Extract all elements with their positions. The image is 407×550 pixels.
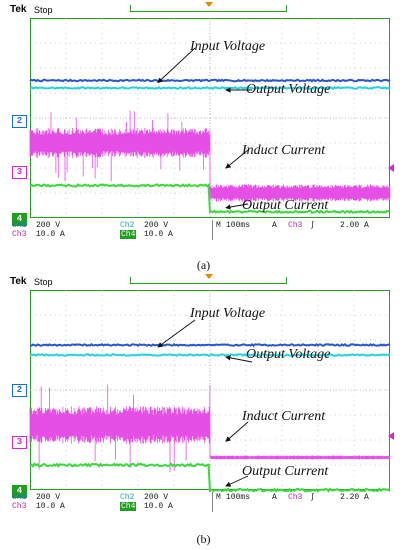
ch1-label: Ch1: [12, 493, 27, 502]
trace-output-current: [29, 183, 391, 215]
trigger-position-icon: [205, 2, 213, 7]
annotation-arrow: [225, 475, 249, 487]
annotation-arrow: [157, 47, 196, 84]
ch2-scale: 200 V: [144, 221, 169, 230]
annotation-arrow: [157, 319, 196, 348]
trace-input-voltage: [29, 342, 391, 348]
brand-label: Tek: [10, 276, 27, 287]
acquisition-state: Stop: [34, 277, 53, 287]
series-induct-current: [29, 384, 391, 473]
annotation-induct-current: Induct Current: [242, 143, 326, 158]
series-output-voltage: [29, 86, 391, 90]
timebase-value: 100ms: [226, 493, 251, 502]
series-induct-current: [29, 110, 391, 202]
channel-4-marker: 4: [12, 213, 27, 226]
panel-label-a: (a): [196, 258, 211, 272]
trigger-level-icon: [388, 164, 394, 172]
record-window-indicator: [130, 5, 287, 12]
trigger-level: 2.00 A: [340, 221, 369, 230]
trigger-slope-icon: ∫: [310, 493, 315, 502]
trace-induct-current: [29, 110, 391, 202]
trigger-position-icon: [205, 274, 213, 279]
ch3-label: Ch3: [12, 502, 27, 511]
trigger-mode: A: [272, 221, 277, 230]
trigger-source: Ch3: [288, 221, 303, 230]
panel-label-b: (b): [196, 532, 211, 546]
annotation-input-voltage: Input Voltage: [190, 39, 266, 54]
timebase-label: M: [216, 221, 221, 230]
trigger-mode: A: [272, 493, 277, 502]
series-output-current: [29, 462, 391, 493]
waveform-display: [29, 290, 391, 493]
ch1-scale: 200 V: [36, 493, 61, 502]
ch4-label: Ch4: [120, 230, 137, 239]
ch4-scale: 10.0 A: [144, 230, 173, 239]
readout-divider: [212, 492, 213, 512]
channel-3-marker: 3: [12, 166, 27, 179]
channel-3-marker: 3: [12, 436, 27, 449]
annotation-arrow: [225, 355, 253, 363]
timebase-value: 100ms: [226, 221, 251, 230]
annotation-output-current: Output Current: [242, 198, 329, 213]
series-output-voltage: [29, 353, 391, 358]
trace-output-voltage: [29, 86, 391, 90]
ch1-scale: 200 V: [36, 221, 61, 230]
readout-divider: [212, 220, 213, 240]
scope-header: Tek Stop: [10, 274, 394, 290]
scope-panel-a: Tek Stop 2 3 4 Input Voltage Output Volt…: [10, 2, 394, 240]
annotation-arrow: [225, 203, 249, 210]
ch3-scale: 10.0 A: [36, 502, 65, 511]
record-window-indicator: [130, 277, 287, 284]
acquisition-state: Stop: [34, 5, 53, 15]
waveform-display: [29, 18, 391, 218]
trigger-source: Ch3: [288, 493, 303, 502]
trace-input-voltage: [29, 78, 391, 83]
annotation-output-voltage: Output Voltage: [246, 347, 331, 362]
annotation-output-current: Output Current: [242, 464, 329, 479]
ch3-scale: 10.0 A: [36, 230, 65, 239]
trace-output-current: [29, 462, 391, 493]
channel-4-marker: 4: [12, 485, 27, 498]
timebase-label: M: [216, 493, 221, 502]
channel-2-marker: 2: [12, 384, 27, 397]
ch2-label: Ch2: [120, 493, 135, 502]
annotation-arrow: [225, 421, 249, 442]
trace-induct-current: [29, 384, 391, 473]
ch4-scale: 10.0 A: [144, 502, 173, 511]
annotation-induct-current: Induct Current: [242, 409, 326, 424]
series-input-voltage: [29, 78, 391, 83]
ch2-scale: 200 V: [144, 493, 169, 502]
series-output-current: [29, 183, 391, 215]
ch1-label: Ch1: [12, 221, 27, 230]
scope-panel-b: Tek Stop 2 3 4 Input Voltage Output Volt…: [10, 274, 394, 512]
series-input-voltage: [29, 342, 391, 348]
trigger-slope-icon: ∫: [310, 221, 315, 230]
channel-readout: Ch1 200 V Ch2 200 V Ch3 10.0 A Ch4 10.0 …: [10, 220, 394, 240]
annotation-input-voltage: Input Voltage: [190, 306, 266, 321]
scope-header: Tek Stop: [10, 2, 394, 18]
ch4-label: Ch4: [120, 502, 137, 511]
channel-readout: Ch1 200 V Ch2 200 V Ch3 10.0 A Ch4 10.0 …: [10, 492, 394, 512]
trigger-level: 2.20 A: [340, 493, 369, 502]
trigger-level-icon: [388, 432, 394, 440]
ch2-label: Ch2: [120, 221, 135, 230]
channel-2-marker: 2: [12, 115, 27, 128]
ch3-label: Ch3: [12, 230, 27, 239]
brand-label: Tek: [10, 4, 27, 15]
annotation-output-voltage: Output Voltage: [246, 82, 331, 97]
annotation-arrow: [225, 149, 249, 169]
trace-output-voltage: [29, 353, 391, 358]
